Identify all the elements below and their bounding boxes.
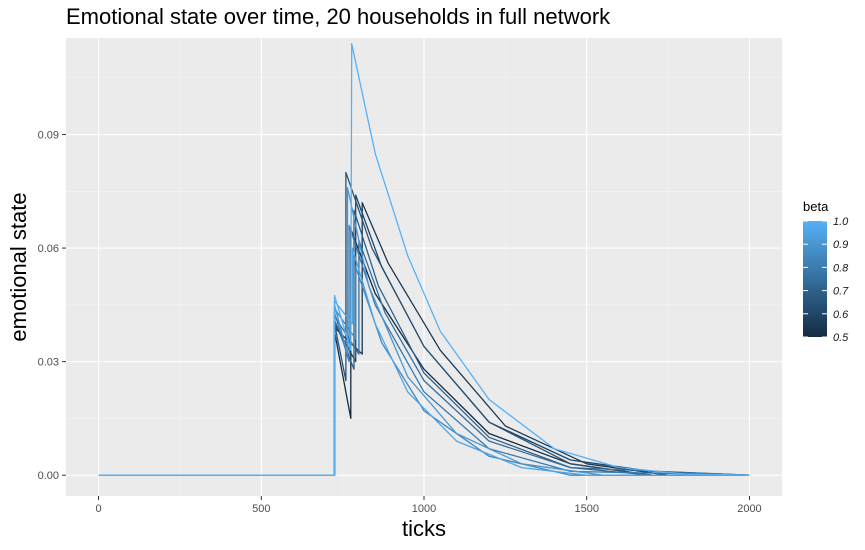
y-axis: 0.00 0.03 0.06 0.09 <box>38 130 66 482</box>
series-line <box>98 43 750 476</box>
legend-ticks: 1.0 0.9 0.8 0.7 0.6 0.5 <box>803 216 849 344</box>
x-tick-label: 1500 <box>574 503 598 515</box>
x-tick-label: 1000 <box>412 503 436 515</box>
legend-tick-label: 0.8 <box>833 262 849 274</box>
x-axis: 0 500 1000 1500 2000 <box>95 496 762 515</box>
y-tick-label: 0.03 <box>38 357 59 369</box>
legend-tick-label: 1.0 <box>833 216 849 228</box>
legend-title: beta <box>803 199 829 214</box>
x-tick-label: 0 <box>95 503 101 515</box>
legend: beta 1.0 0.9 0.8 0.7 0.6 0.5 <box>803 199 849 344</box>
x-tick-label: 2000 <box>737 503 761 515</box>
legend-colorbar <box>803 221 827 337</box>
legend-tick-label: 0.5 <box>833 332 849 344</box>
grid-major <box>66 38 782 496</box>
y-tick-label: 0.09 <box>38 130 59 142</box>
legend-tick-label: 0.7 <box>833 286 849 298</box>
y-axis-title: emotional state <box>6 192 31 341</box>
y-tick-label: 0.00 <box>38 470 59 482</box>
x-tick-label: 500 <box>252 503 270 515</box>
chart-title: Emotional state over time, 20 households… <box>66 4 611 29</box>
y-tick-label: 0.06 <box>38 243 59 255</box>
x-axis-title: ticks <box>402 516 446 541</box>
legend-tick-label: 0.9 <box>833 239 848 251</box>
series-layer <box>98 43 750 476</box>
legend-tick-label: 0.6 <box>833 309 849 321</box>
